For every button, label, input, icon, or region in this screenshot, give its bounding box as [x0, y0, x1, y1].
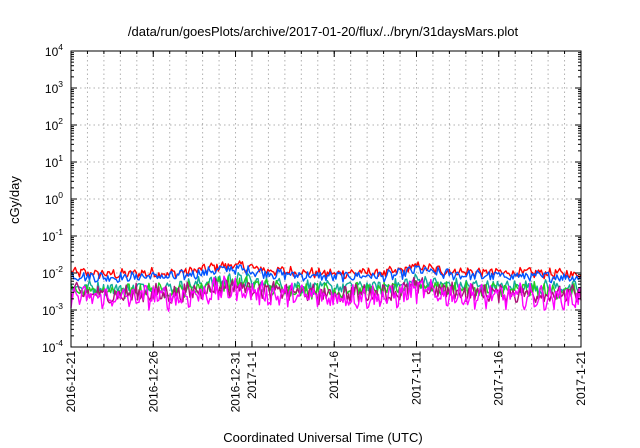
grid: [71, 51, 581, 347]
x-tick-label: 2017-1-11: [409, 351, 423, 405]
x-tick-label: 2017-1-16: [492, 351, 506, 406]
x-tick-label: 2017-1-6: [327, 351, 341, 399]
y-tick-label: 100: [45, 190, 63, 207]
y-tick-label: 10-3: [42, 301, 63, 318]
y-tick-label: 101: [45, 153, 63, 170]
x-tick-label: 2017-1-1: [245, 351, 259, 399]
y-tick-label: 104: [45, 42, 63, 59]
y-axis: 10-4 10-3 10-2 10-1 100 101 102 103 104: [42, 42, 581, 355]
y-tick-label: 10-4: [42, 338, 63, 355]
y-tick-label: 103: [45, 79, 63, 96]
x-tick-label: 2016-12-31: [229, 351, 243, 413]
x-axis: 2016-12-21 2016-12-26 2016-12-31 2017-1-1 20…: [64, 51, 588, 412]
y-axis-label: cGy/day: [7, 176, 22, 224]
series-group: [70, 260, 582, 312]
series-line: [70, 275, 582, 312]
y-tick-label: 102: [45, 116, 63, 133]
series-line: [70, 264, 582, 284]
chart-title: /data/run/goesPlots/archive/2017-01-20/f…: [128, 24, 519, 39]
x-tick-label: 2017-1-21: [574, 351, 588, 406]
y-tick-label: 10-1: [42, 227, 63, 244]
x-axis-label: Coordinated Universal Time (UTC): [223, 430, 422, 445]
x-tick-label: 2016-12-21: [64, 351, 78, 413]
x-tick-label: 2016-12-26: [146, 351, 160, 413]
y-tick-label: 10-2: [42, 264, 63, 281]
